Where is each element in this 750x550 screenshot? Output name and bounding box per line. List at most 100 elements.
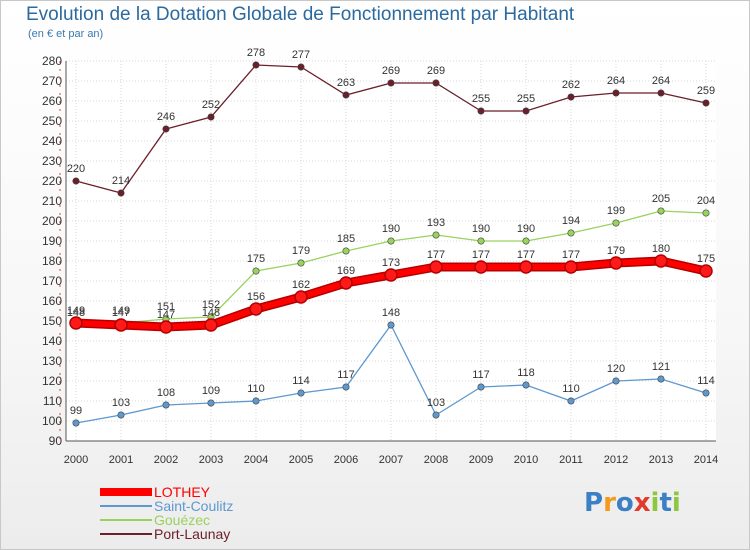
data-point [342, 383, 350, 391]
data-label: 194 [562, 215, 580, 227]
data-label: 114 [292, 375, 310, 387]
x-tick-label: 2005 [289, 454, 313, 466]
logo-letter: t [659, 488, 672, 518]
legend-item: Saint-Coulitz [100, 498, 233, 514]
y-tick-label: 100 [42, 414, 62, 428]
data-label: 110 [247, 383, 265, 395]
data-point [72, 177, 80, 185]
data-label: 220 [67, 163, 85, 175]
data-point [702, 389, 710, 397]
data-point [522, 237, 530, 245]
data-label: 179 [607, 245, 625, 257]
legend-item: LOTHEY [100, 484, 211, 500]
data-point [207, 113, 215, 121]
legend-label: Port-Launay [154, 526, 230, 542]
data-point [654, 254, 668, 268]
data-label: 190 [472, 223, 490, 235]
data-point [252, 61, 260, 69]
x-tick-label: 2008 [424, 454, 448, 466]
data-point [204, 318, 218, 332]
x-tick-label: 2001 [109, 454, 133, 466]
data-label: 205 [652, 193, 670, 205]
data-point [609, 256, 623, 270]
data-point [567, 229, 575, 237]
data-point [387, 79, 395, 87]
data-point [429, 260, 443, 274]
y-tick-label: 140 [42, 334, 62, 348]
data-point [162, 401, 170, 409]
data-label: 152 [202, 299, 220, 311]
series-port-launay: 220 214 246 252 278 277 263 269 269 255 255 262 264 2… [67, 47, 715, 197]
data-point [612, 89, 620, 97]
y-tick-label: 110 [43, 394, 62, 408]
y-tick-label: 220 [42, 174, 62, 188]
x-tick-label: 2011 [559, 454, 583, 466]
data-point [342, 91, 350, 99]
data-label: 180 [652, 243, 670, 255]
data-label: 255 [517, 93, 535, 105]
data-point [657, 207, 665, 215]
x-tick-label: 2014 [694, 454, 718, 466]
y-tick-label: 180 [42, 254, 62, 268]
logo-letter: r [603, 488, 616, 518]
data-point [207, 399, 215, 407]
y-tick-label: 150 [42, 314, 62, 328]
legend-item: Port-Launay [100, 526, 230, 542]
data-label: 99 [70, 405, 82, 417]
data-label: 264 [607, 75, 625, 87]
data-point [297, 389, 305, 397]
data-point [612, 219, 620, 227]
data-point [342, 247, 350, 255]
data-label: 117 [337, 369, 355, 381]
data-point [69, 316, 83, 330]
data-label: 177 [427, 249, 445, 261]
y-tick-label: 270 [42, 74, 62, 88]
data-point [519, 260, 533, 274]
data-point [657, 375, 665, 383]
data-label: 118 [517, 367, 535, 379]
y-tick-label: 120 [42, 374, 62, 388]
data-point [114, 318, 128, 332]
y-tick-label: 90 [49, 434, 63, 448]
data-label: 185 [337, 233, 355, 245]
data-point [159, 320, 173, 334]
data-label: 151 [157, 301, 175, 313]
x-tick-label: 2000 [64, 454, 88, 466]
data-point [702, 99, 710, 107]
data-point [387, 321, 395, 329]
data-label: 121 [652, 361, 670, 373]
data-label: 264 [652, 75, 670, 87]
data-label: 175 [247, 253, 265, 265]
data-label: 147 [112, 307, 130, 319]
logo-letter: i [671, 488, 681, 518]
data-point [117, 411, 125, 419]
data-point [162, 125, 170, 133]
data-point [612, 377, 620, 385]
y-tick-label: 240 [42, 134, 62, 148]
y-tick-label: 280 [42, 54, 62, 68]
data-point [699, 264, 713, 278]
legend-label: Gouézec [154, 512, 210, 528]
data-point [477, 107, 485, 115]
data-point [252, 397, 260, 405]
data-point [249, 302, 263, 316]
y-tick-label: 160 [42, 294, 62, 308]
data-label: 173 [382, 257, 400, 269]
data-label: 255 [472, 93, 490, 105]
data-point [567, 397, 575, 405]
data-label: 149 [67, 305, 85, 317]
data-label: 103 [112, 397, 130, 409]
data-label: 108 [157, 387, 175, 399]
y-tick-label: 260 [42, 94, 62, 108]
data-label: 120 [607, 363, 625, 375]
data-label: 269 [382, 65, 400, 77]
x-tick-label: 2004 [244, 454, 268, 466]
legend-label: Saint-Coulitz [154, 498, 233, 514]
data-label: 103 [427, 397, 445, 409]
data-point [297, 259, 305, 267]
data-label: 162 [292, 279, 310, 291]
data-label: 190 [382, 223, 400, 235]
data-label: 246 [157, 111, 175, 123]
